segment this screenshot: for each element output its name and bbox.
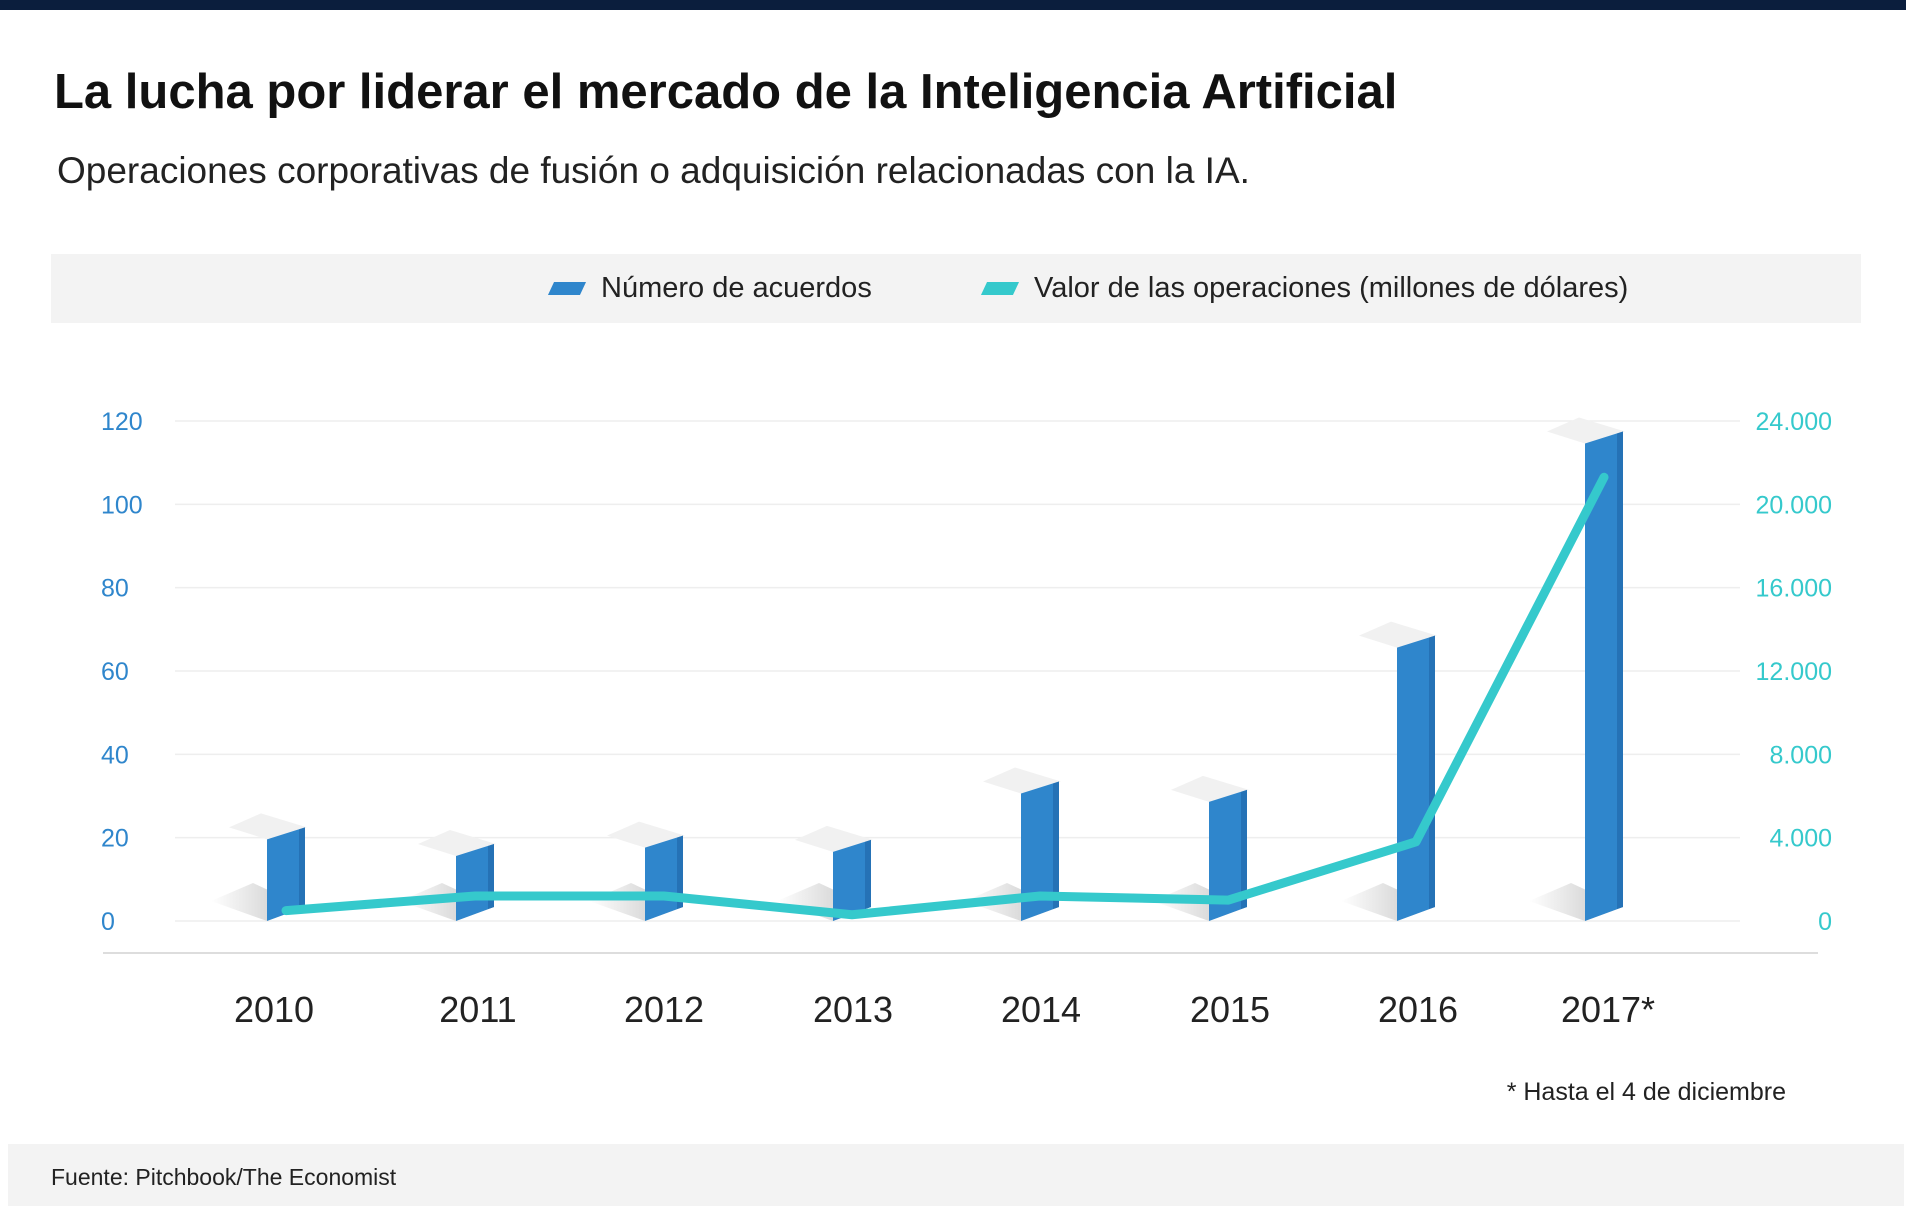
left-axis-tick-label: 80 — [101, 575, 129, 603]
bar-top — [229, 813, 307, 840]
bar-front — [267, 827, 305, 921]
bar-side — [865, 839, 871, 909]
value-line — [281, 472, 1609, 920]
x-tick-label: 2014 — [1001, 989, 1081, 1030]
bar-side — [299, 827, 305, 909]
x-tick-label: 2011 — [439, 989, 516, 1030]
legend-item-deals: Número de acuerdos — [547, 254, 872, 323]
x-tick-label: 2012 — [624, 989, 704, 1030]
bar-top — [795, 825, 873, 852]
chart-plot: 0 20 40 60 80 100 120 0 4.000 8.000 12.000 16.000 20… — [101, 408, 1832, 1030]
legend: Número de acuerdos Valor de las operacio… — [51, 254, 1861, 323]
left-axis-tick-label: 0 — [101, 908, 115, 936]
right-axis-tick-label: 0 — [1818, 908, 1832, 936]
bar-side — [1617, 431, 1623, 909]
bar-front — [833, 839, 871, 921]
x-axis: 2010 2011 2012 2013 2014 2015 2016 2017* — [234, 989, 1655, 1030]
line-series — [281, 472, 1609, 920]
legend-item-value: Valor de las operaciones (millones de dó… — [980, 254, 1629, 323]
x-tick-label: 2013 — [813, 989, 893, 1030]
bar-side — [1053, 781, 1059, 909]
right-axis-tick-label: 20.000 — [1756, 491, 1832, 519]
x-tick-label: 2015 — [1190, 989, 1270, 1030]
bar-front — [1021, 781, 1059, 921]
right-axis-tick-label: 24.000 — [1756, 408, 1832, 436]
bar-top — [1547, 417, 1625, 444]
bar — [1341, 621, 1437, 921]
bar — [1529, 417, 1625, 921]
right-axis-tick-label: 8.000 — [1769, 741, 1832, 769]
left-axis-tick-label: 40 — [101, 741, 129, 769]
bar-front — [456, 844, 494, 921]
right-axis-tick-label: 12.000 — [1756, 658, 1832, 686]
x-tick-label: 2016 — [1378, 989, 1458, 1030]
left-axis-tick-label: 20 — [101, 825, 129, 853]
legend-label-value: Valor de las operaciones (millones de dó… — [1034, 272, 1629, 304]
bar-side — [1429, 635, 1435, 909]
bar-front — [1209, 789, 1247, 921]
bar-top — [983, 767, 1061, 794]
bar-front — [1585, 431, 1623, 921]
bar-side — [677, 835, 683, 909]
bar-front — [1397, 635, 1435, 921]
left-axis-tick-label: 120 — [101, 408, 143, 436]
source-text: Fuente: Pitchbook/The Economist — [51, 1164, 397, 1190]
top-accent-bar — [0, 0, 1906, 10]
left-axis-tick-label: 60 — [101, 658, 129, 686]
bar — [589, 821, 685, 921]
bar-top — [607, 821, 685, 848]
bar — [211, 813, 307, 921]
legend-label-deals: Número de acuerdos — [601, 272, 872, 304]
right-axis: 0 4.000 8.000 12.000 16.000 20.000 24.000 — [1756, 408, 1832, 936]
bar-top — [418, 830, 496, 856]
bar-top — [1171, 775, 1249, 802]
chart-subtitle: Operaciones corporativas de fusión o adq… — [57, 150, 1250, 191]
bar-side — [1241, 789, 1247, 909]
bar — [400, 830, 496, 921]
bar-series — [211, 417, 1625, 921]
left-axis: 0 20 40 60 80 100 120 — [101, 408, 143, 936]
x-tick-label: 2017* — [1561, 989, 1655, 1030]
footnote: * Hasta el 4 de diciembre — [1506, 1078, 1786, 1106]
x-tick-label: 2010 — [234, 989, 314, 1030]
source-bar: Fuente: Pitchbook/The Economist — [8, 1144, 1904, 1206]
right-axis-tick-label: 16.000 — [1756, 575, 1832, 603]
bar-top — [1359, 621, 1437, 648]
left-axis-tick-label: 100 — [101, 491, 143, 519]
chart-title: La lucha por liderar el mercado de la In… — [54, 65, 1398, 119]
right-axis-tick-label: 4.000 — [1769, 825, 1832, 853]
